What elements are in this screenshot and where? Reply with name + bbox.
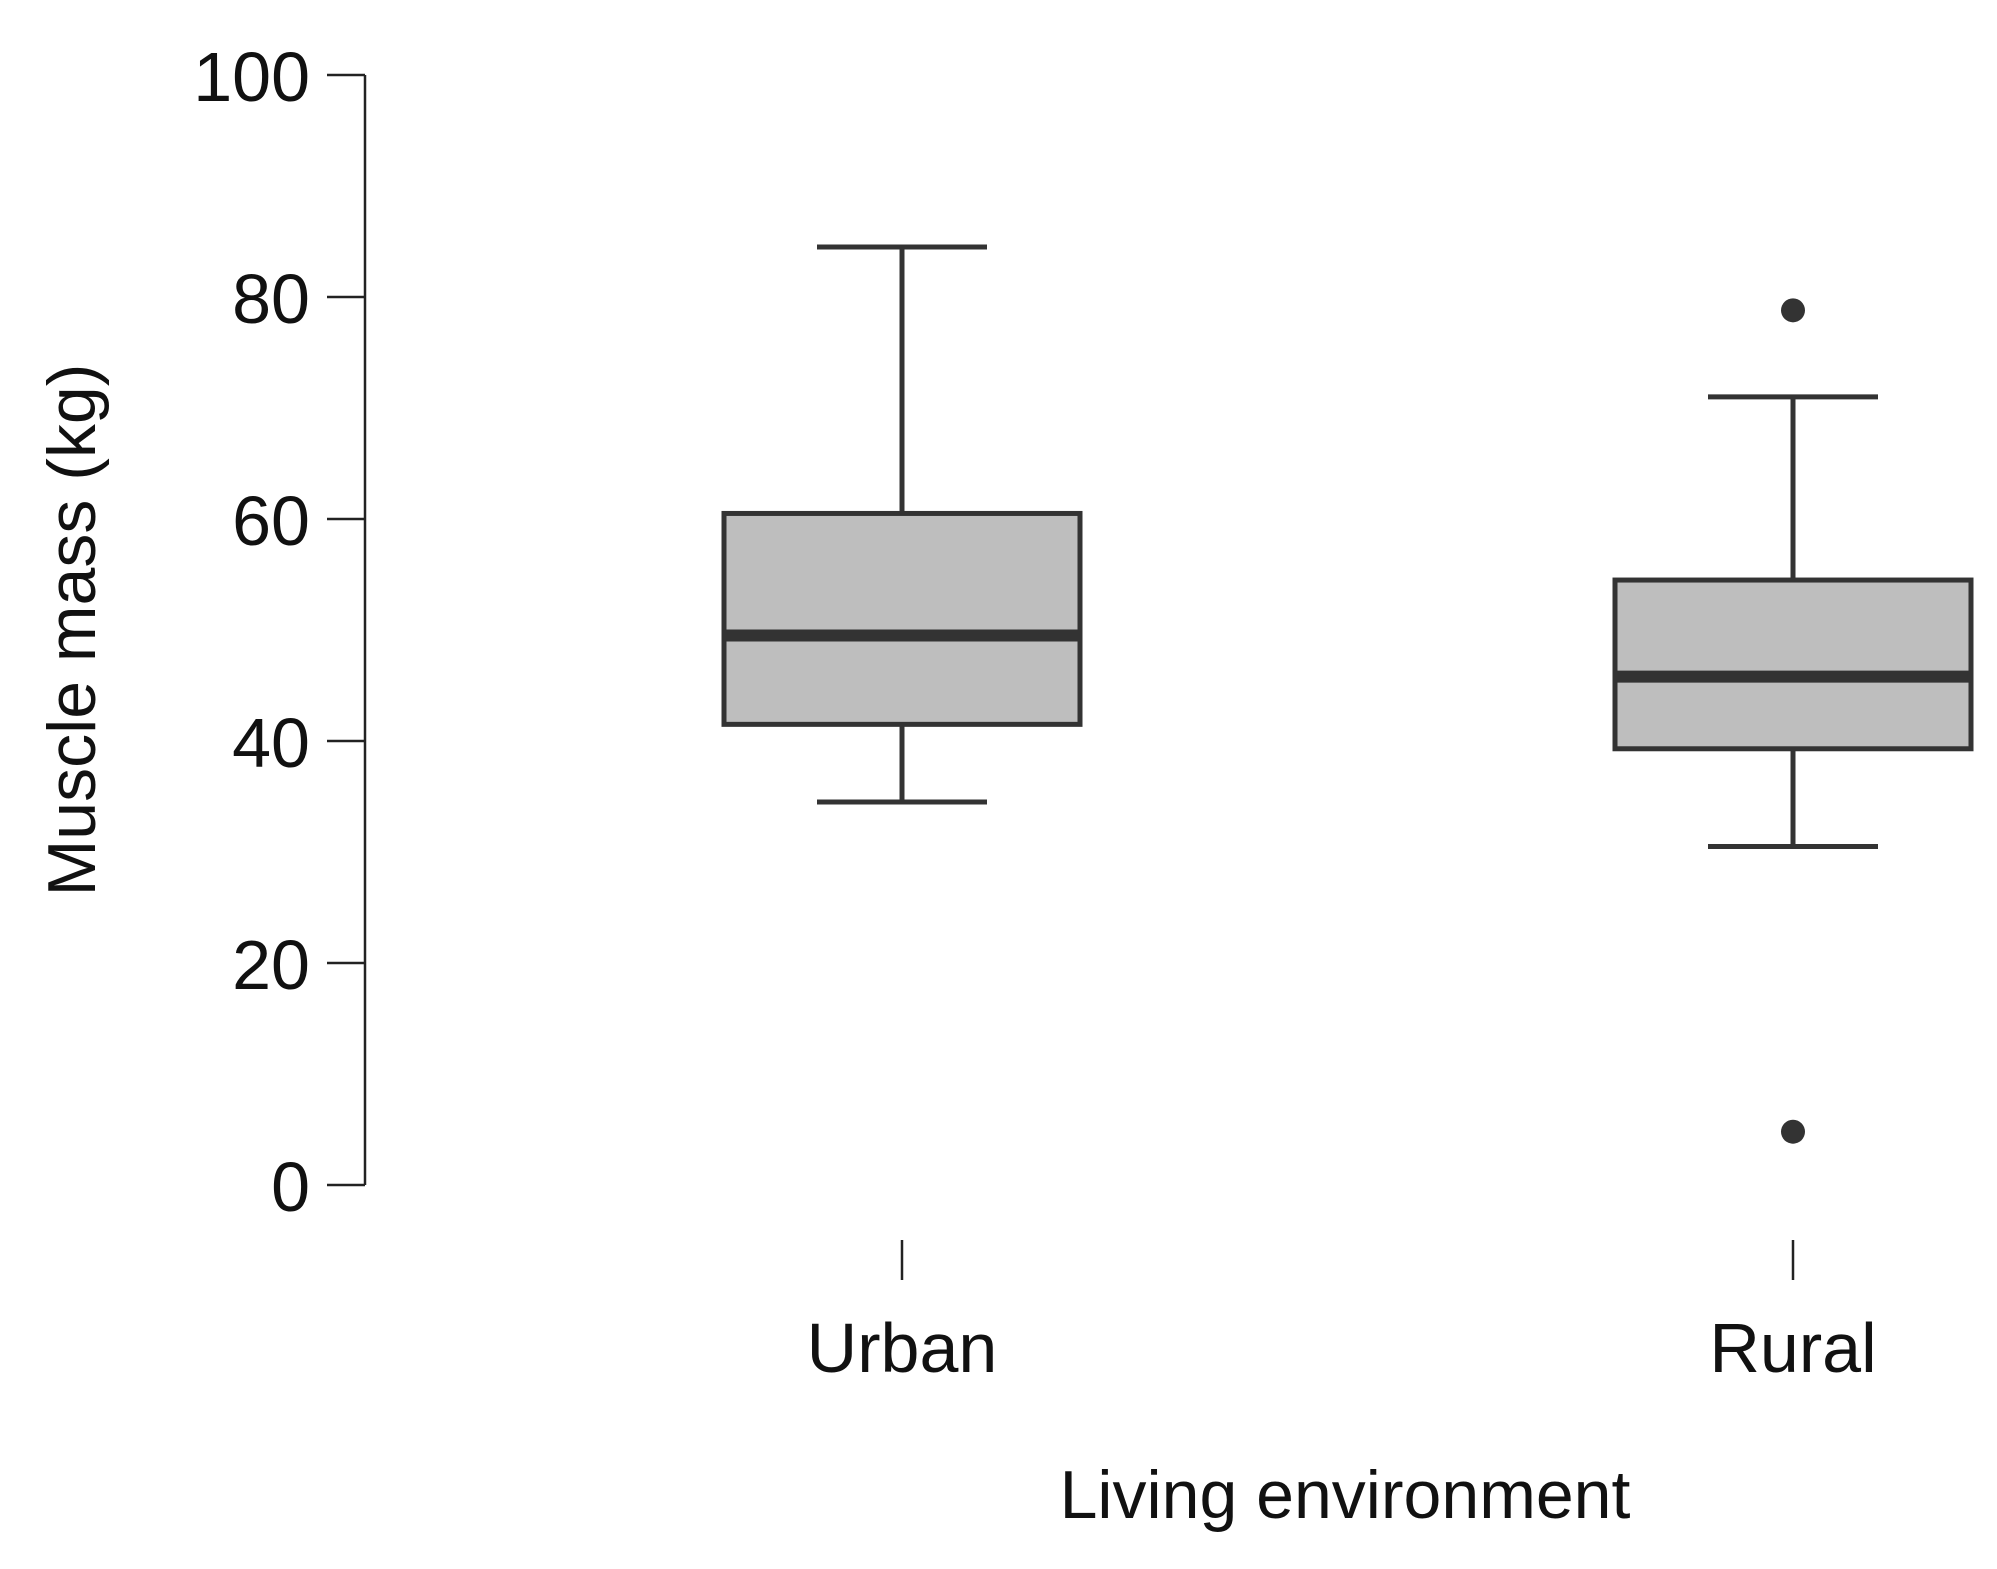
box-urban [721,244,1083,805]
x-axis: Urban Rural [807,1240,1877,1387]
y-tick-label: 20 [232,926,310,1004]
y-tick-label: 40 [232,704,310,782]
y-tick-label: 0 [271,1148,310,1226]
y-tick-label: 100 [193,38,310,116]
x-axis-label: Living environment [1060,1457,1631,1533]
outlier-point [1781,1119,1805,1144]
y-axis: 0 20 40 60 80 100 [193,38,367,1226]
x-tick-label: Urban [807,1309,998,1387]
iqr-box [1612,577,1974,752]
y-tick-label: 60 [232,482,310,560]
box-rural [1612,298,1974,1144]
y-axis-label: Muscle mass (kg) [34,364,110,897]
iqr-box [721,510,1083,727]
outlier-point [1781,298,1805,323]
x-tick-label: Rural [1709,1309,1876,1387]
boxes [721,244,1974,1144]
y-tick-label: 80 [232,260,310,338]
